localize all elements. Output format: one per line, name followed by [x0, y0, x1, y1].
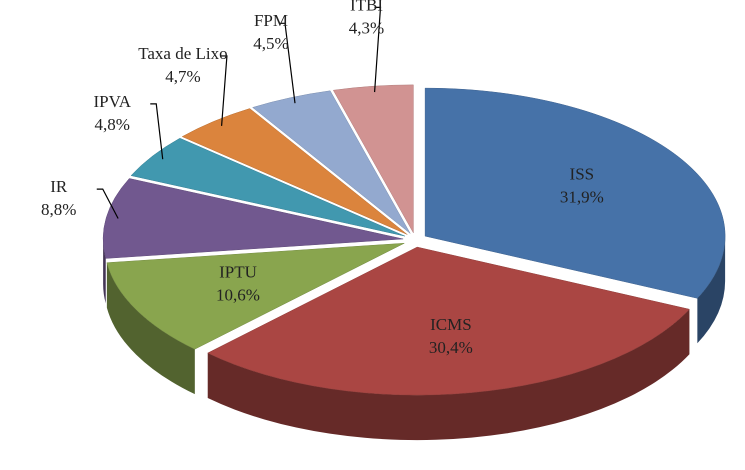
slice	[106, 242, 405, 350]
slice	[424, 87, 726, 299]
slice-side	[207, 309, 690, 441]
slice	[181, 108, 408, 235]
slice-side	[697, 236, 726, 344]
leader-line	[96, 188, 119, 219]
value-label: 4,3%	[349, 18, 384, 37]
leader-line	[373, 6, 382, 93]
slice	[252, 90, 411, 234]
slice	[130, 137, 406, 237]
slice	[102, 178, 404, 259]
slice-label: ISS	[570, 165, 595, 184]
slice-label: Taxa de Lixo	[138, 44, 227, 63]
value-label: 10,6%	[216, 285, 260, 304]
value-label: 30,4%	[429, 338, 473, 357]
leader-line	[220, 55, 228, 126]
slice-label: IPVA	[94, 92, 132, 111]
slice-label: IPTU	[219, 262, 257, 281]
slice-label: ITBI	[350, 0, 383, 14]
value-label: 4,5%	[253, 34, 288, 53]
slice-label: IR	[50, 177, 68, 196]
slice-sides	[103, 236, 726, 441]
slice-label: ICMS	[430, 315, 472, 334]
slice	[332, 84, 414, 234]
value-label: 4,8%	[95, 115, 130, 134]
slice	[207, 246, 690, 396]
leader-line	[278, 22, 296, 104]
slice-side	[106, 262, 195, 395]
leader-line	[150, 103, 164, 160]
slice-side	[103, 238, 106, 304]
slice-tops	[102, 84, 726, 396]
value-label: 31,9%	[560, 188, 604, 207]
value-label: 4,7%	[165, 67, 200, 86]
value-label: 8,8%	[41, 200, 76, 219]
slice-label: FPM	[254, 11, 288, 30]
